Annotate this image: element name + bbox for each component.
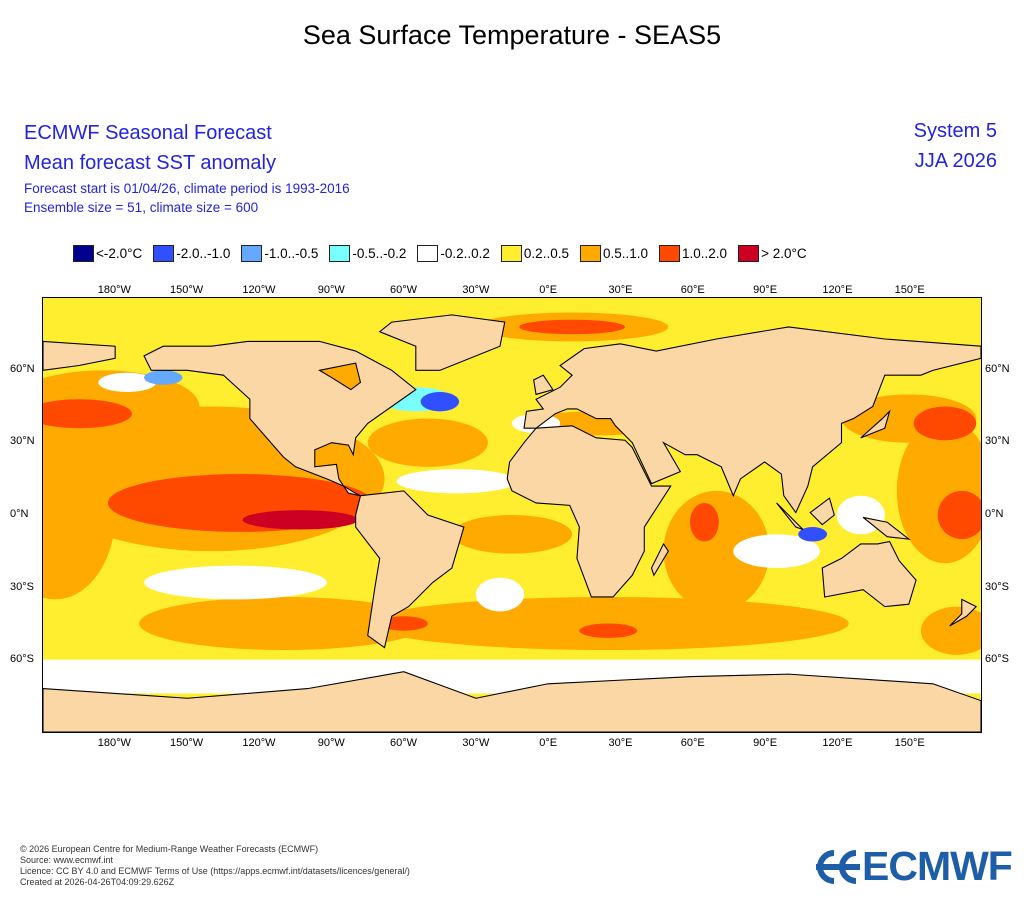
left-lat-label: 30°N: [10, 435, 35, 448]
legend-swatch: [153, 245, 175, 262]
legend-label: -1.0..-0.5: [264, 246, 319, 261]
bottom-lon-label: 180°W: [97, 737, 131, 749]
legend-swatch: [329, 245, 351, 262]
legend-item: -2.0..-1.0: [153, 245, 230, 262]
top-lon-label: 150°W: [170, 284, 204, 296]
legend-item: 1.0..2.0: [659, 245, 727, 262]
great-britain: [533, 374, 554, 396]
legend-item: 0.5..1.0: [579, 245, 649, 262]
right-lat-label: 60°N: [985, 362, 1010, 375]
legend-swatch: [579, 245, 601, 262]
top-lon-label: 60°W: [390, 284, 418, 296]
bottom-lon-label: 150°E: [894, 737, 925, 749]
greenland: [378, 314, 506, 371]
eurasia: [523, 326, 982, 514]
bottom-lon-label: 30°W: [462, 737, 490, 749]
legend-label: -0.5..-0.2: [352, 246, 407, 261]
new-zealand: [949, 598, 978, 627]
licence: Licence: CC BY 4.0 and ECMWF Terms of Us…: [20, 866, 410, 876]
bottom-lon-label: 0°E: [539, 737, 558, 749]
top-lon-label: 30°W: [462, 284, 490, 296]
top-lon-label: 180°W: [97, 284, 131, 296]
top-lon-label: 60°E: [680, 284, 705, 296]
legend-item: -0.2..0.2: [417, 245, 490, 262]
south-america: [355, 490, 465, 649]
ecmwf-logo-icon: [816, 849, 860, 884]
anomaly-minus-1.0-2.0: [420, 392, 460, 412]
australia: [821, 540, 917, 608]
africa: [506, 425, 672, 598]
anomaly-minus-0.5-1.0: [144, 370, 183, 385]
legend-label: <-2.0°C: [96, 246, 143, 261]
anomaly-minus-1.0-2.0: [798, 527, 828, 542]
bottom-lon-label: 120°E: [822, 737, 853, 749]
ensemble-info: Ensemble size = 51, climate size = 600: [24, 200, 259, 215]
footer: © 2026 European Centre for Medium-Range …: [20, 844, 410, 888]
left-lat-label: 60°S: [10, 653, 34, 666]
top-lon-label: 30°E: [608, 284, 633, 296]
legend-item: -0.5..-0.2: [329, 245, 406, 262]
right-lat-label: 30°N: [985, 435, 1010, 448]
created-at: Created at 2026-04-26T04:09:29.626Z: [20, 877, 175, 887]
forecast-start-info: Forecast start is 01/04/26, climate peri…: [24, 181, 350, 196]
sumatra: [776, 502, 804, 530]
page-title: Sea Surface Temperature - SEAS5: [302, 20, 722, 50]
sst-anomaly-map: [0, 297, 994, 733]
bottom-lon-label: 60°W: [390, 737, 418, 749]
ecmwf-logo: ECMWF: [812, 843, 1013, 890]
legend-label: > 2.0°C: [761, 246, 807, 261]
bottom-lon-label: 60°E: [680, 737, 705, 749]
madagascar: [650, 542, 669, 577]
legend-swatch: [659, 245, 681, 262]
forecast-title: ECMWF Seasonal Forecast: [24, 122, 272, 144]
ecmwf-logo-text: ECMWF: [862, 843, 1013, 889]
top-lon-label: 120°W: [242, 284, 276, 296]
season-label: JJA 2026: [914, 150, 997, 172]
hudson-bay: [318, 362, 362, 391]
top-lon-label: 90°E: [753, 284, 778, 296]
left-lat-label: 60°N: [10, 362, 35, 375]
legend-label: 0.5..1.0: [602, 246, 649, 261]
legend-swatch: [500, 245, 522, 262]
right-lat-label: 30°S: [985, 580, 1009, 593]
left-lat-label: 30°S: [10, 580, 34, 593]
japan: [860, 409, 891, 439]
legend-swatch: [241, 245, 263, 262]
borneo: [809, 497, 835, 526]
legend-item: -1.0..-0.5: [241, 245, 318, 262]
top-lon-label: 120°E: [822, 284, 853, 296]
top-lon-label: 0°E: [539, 284, 558, 296]
east-siberia: [42, 340, 116, 371]
new-guinea: [862, 516, 911, 540]
source: Source: www.ecmwf.int: [20, 855, 114, 865]
anomaly-above-2.0: [242, 510, 359, 530]
bottom-lon-label: 120°W: [242, 737, 276, 749]
top-lon-label: 90°W: [317, 284, 345, 296]
legend-label: 0.2..0.5: [523, 246, 569, 261]
bottom-lon-label: 90°W: [317, 737, 345, 749]
legend-item: <-2.0°C: [73, 245, 142, 262]
right-lat-label: 0°N: [985, 508, 1004, 520]
right-lat-label: 60°S: [985, 653, 1009, 666]
legend-item: > 2.0°C: [738, 245, 807, 262]
legend-label: -2.0..-1.0: [176, 246, 231, 261]
bottom-lon-label: 150°W: [170, 737, 204, 749]
forecast-subtitle: Mean forecast SST anomaly: [24, 152, 276, 174]
map-svg: [0, 298, 994, 733]
legend-label: 1.0..2.0: [682, 246, 728, 261]
system-label: System 5: [913, 120, 997, 142]
legend: <-2.0°C -2.0..-1.0 -1.0..-0.5 -0.5..-0.2…: [73, 245, 818, 262]
copyright: © 2026 European Centre for Medium-Range …: [20, 844, 319, 854]
legend-swatch: [738, 245, 760, 262]
legend-item: 0.2..0.5: [500, 245, 569, 262]
top-lon-label: 150°E: [894, 284, 925, 296]
bottom-lon-label: 90°E: [753, 737, 778, 749]
legend-swatch: [417, 245, 439, 262]
left-lat-label: 0°N: [10, 508, 29, 520]
bottom-lon-label: 30°E: [608, 737, 633, 749]
legend-swatch: [73, 245, 94, 262]
legend-label: -0.2..0.2: [440, 246, 490, 261]
